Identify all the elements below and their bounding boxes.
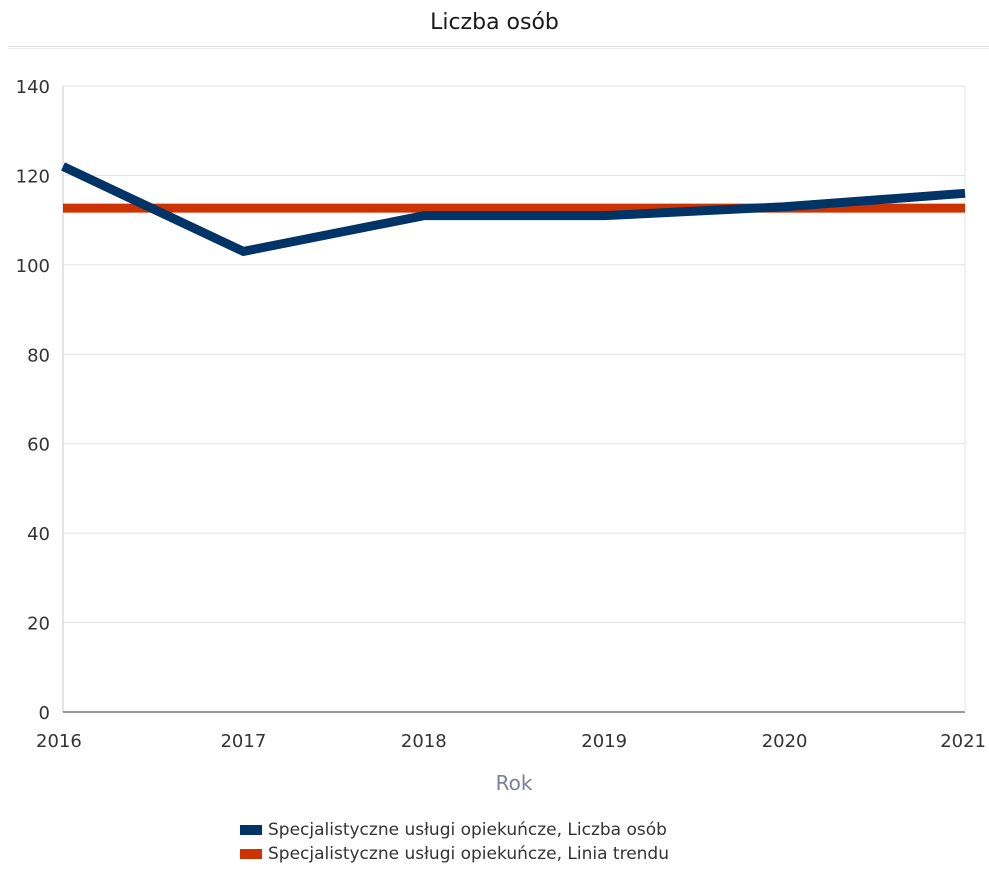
- y-tick-label: 100: [16, 256, 50, 277]
- legend-item: Specjalistyczne usługi opiekuńcze, Linia…: [240, 842, 669, 866]
- x-axis-label: Rok: [496, 771, 533, 795]
- y-tick-labels: 0 20 40 60 80 100 120 140: [16, 77, 50, 724]
- chart-title: Liczba osób: [430, 10, 559, 35]
- axes: [62, 86, 966, 713]
- x-tick-label: 2019: [581, 731, 627, 752]
- x-tick-label: 2018: [401, 731, 447, 752]
- x-tick-label: 2020: [762, 731, 808, 752]
- x-tick-label: 2017: [220, 731, 266, 752]
- grid-lines: [63, 85, 965, 624]
- legend: Specjalistyczne usługi opiekuńcze, Liczb…: [240, 818, 669, 866]
- x-tick-label: 2016: [36, 731, 82, 752]
- y-tick-label: 60: [27, 435, 50, 456]
- title-divider: [8, 46, 989, 47]
- y-tick-label: 80: [27, 345, 50, 366]
- legend-label: Specjalistyczne usługi opiekuńcze, Linia…: [268, 844, 669, 864]
- x-tick-label: 2021: [940, 731, 986, 752]
- legend-label: Specjalistyczne usługi opiekuńcze, Liczb…: [268, 820, 667, 840]
- series-line: [61, 162, 966, 256]
- series-lines: [61, 162, 966, 256]
- legend-swatch: [240, 825, 262, 835]
- y-tick-label: 120: [16, 166, 50, 187]
- legend-swatch: [240, 849, 262, 859]
- y-tick-label: 20: [27, 614, 50, 635]
- title-divider-shadow: [8, 48, 989, 49]
- legend-item: Specjalistyczne usługi opiekuńcze, Liczb…: [240, 818, 669, 842]
- y-tick-label: 40: [27, 524, 50, 545]
- y-tick-label: 0: [39, 703, 50, 724]
- x-tick-labels: 2016 2017 2018 2019 2020 2021: [36, 731, 986, 752]
- y-tick-label: 140: [16, 77, 50, 98]
